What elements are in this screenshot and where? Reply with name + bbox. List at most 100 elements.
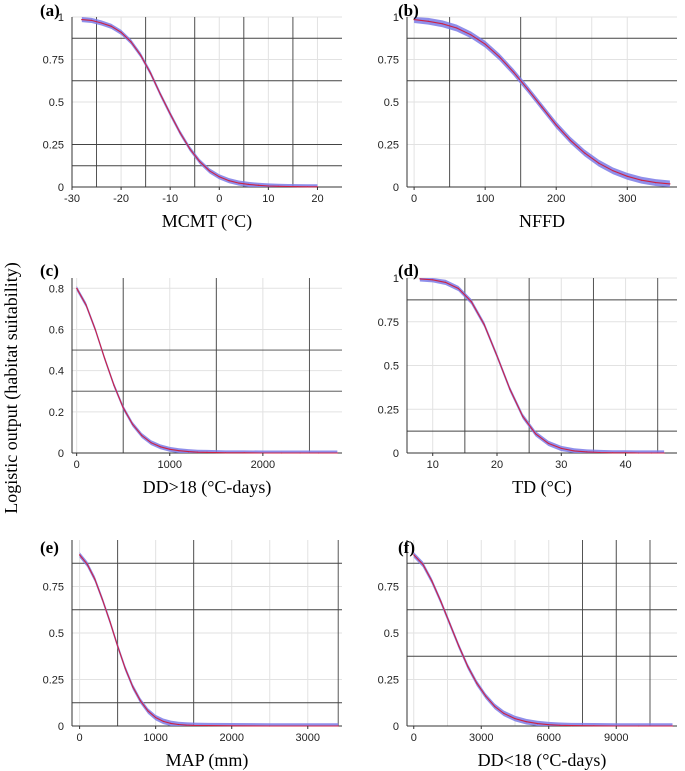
data-point [228,180,230,182]
panel-label: (b) [398,1,419,20]
panel-label: (a) [40,1,60,20]
data-point [269,725,271,727]
x-tick-label: 40 [619,459,631,471]
chart-panel-d: 10 20 30 40 0 0.25 0.5 0.75 1 (d) TD (°C) [378,261,677,498]
x-tick-label: -30 [64,193,80,205]
y-tick-label: 0.5 [384,97,399,109]
data-point [671,725,674,727]
x-tick-label: 200 [547,193,565,205]
y-tick-label: 0.8 [49,283,64,295]
x-tick-label: 0 [216,193,222,205]
data-point [638,725,640,727]
data-point [85,304,87,306]
data-point [139,700,142,702]
data-point [555,124,557,126]
data-point [299,452,301,454]
y-tick-label: 0 [58,448,64,460]
data-point [599,451,601,454]
y-tick-label: 0.5 [49,628,64,640]
y-tick-label: 0.2 [49,407,64,419]
x-axis-label: DD>18 (°C-days) [143,477,272,498]
y-tick-label: 1 [393,12,399,24]
y-tick-label: 0.75 [378,55,399,67]
confidence-band [413,552,673,726]
data-point [287,185,289,188]
y-tick-label: 0.5 [384,361,399,373]
data-point [104,357,106,359]
data-point [248,183,250,185]
x-tick-label: 300 [618,193,636,205]
y-tick-label: 1 [58,12,64,24]
y-tick-label: 0.25 [378,404,399,416]
data-point [124,667,126,669]
data-point [586,451,588,453]
data-point [485,695,487,697]
y-tick-label: 0.5 [49,97,64,109]
data-point [122,407,124,409]
x-axis-label: MCMT (°C) [162,211,252,232]
data-point [197,451,199,453]
data-point [149,72,152,74]
data-point [470,34,472,36]
data-point [514,718,516,720]
data-point [243,452,245,454]
data-point [185,724,187,726]
data-point [569,139,572,141]
data-point [218,176,220,178]
figure-ylabel: Logistic output (habitat suitability) [1,262,22,513]
x-axis-label: TD (°C) [512,477,572,498]
x-tick-label: 0 [77,732,83,744]
x-axis-label: MAP (mm) [166,750,249,771]
data-point [496,355,498,357]
data-point [318,452,320,454]
data-point [169,113,171,115]
data-point [79,554,81,556]
chart-panel-f: 0 3000 6000 9000 0 0.25 0.5 0.75 (f) DD<18 (°C-da… [378,538,677,771]
data-point [431,580,433,582]
data-point [598,162,600,164]
data-point [280,452,283,454]
data-point [541,106,543,108]
x-tick-label: 30 [555,459,567,471]
data-point [336,452,338,454]
data-point [178,450,180,452]
data-point [159,446,161,448]
data-point [637,452,640,454]
data-point [193,724,195,727]
x-tick-label: 6000 [537,732,561,744]
y-tick-label: 0.4 [49,366,64,378]
y-tick-label: 0.5 [384,628,399,640]
response-curve [419,278,665,454]
confidence-band [76,285,338,453]
x-tick-label: -10 [162,193,178,205]
chart-panel-c: 0 1000 2000 0 0.2 0.4 0.6 0.8 (c) DD>18 (°C-days) [40,261,342,498]
chart-panel-b: 0 100 200 300 0 0.25 0.5 0.75 1 (b) NFFD [378,1,677,231]
data-point [100,22,103,24]
data-point [432,279,434,281]
y-tick-label: 0 [393,721,399,733]
data-point [307,186,309,188]
data-point [525,721,527,723]
data-point [177,723,180,726]
data-point [189,148,191,150]
data-point [483,323,485,325]
data-point [441,23,444,25]
x-tick-label: 10 [427,459,439,471]
data-point [238,182,240,184]
data-point [440,600,442,603]
y-tick-label: 0 [58,182,64,194]
x-tick-label: -20 [113,193,129,205]
x-tick-label: 0 [74,459,80,471]
data-point [559,724,561,726]
y-tick-label: 0.25 [43,140,64,152]
panel-label: (d) [398,261,419,280]
x-tick-label: 3000 [469,732,493,744]
response-curve [413,554,673,727]
data-point [159,93,161,95]
data-point [536,723,539,725]
data-point [669,183,671,185]
data-point [484,43,486,45]
x-axis-label: NFFD [519,211,565,231]
x-tick-label: 1000 [158,459,182,471]
